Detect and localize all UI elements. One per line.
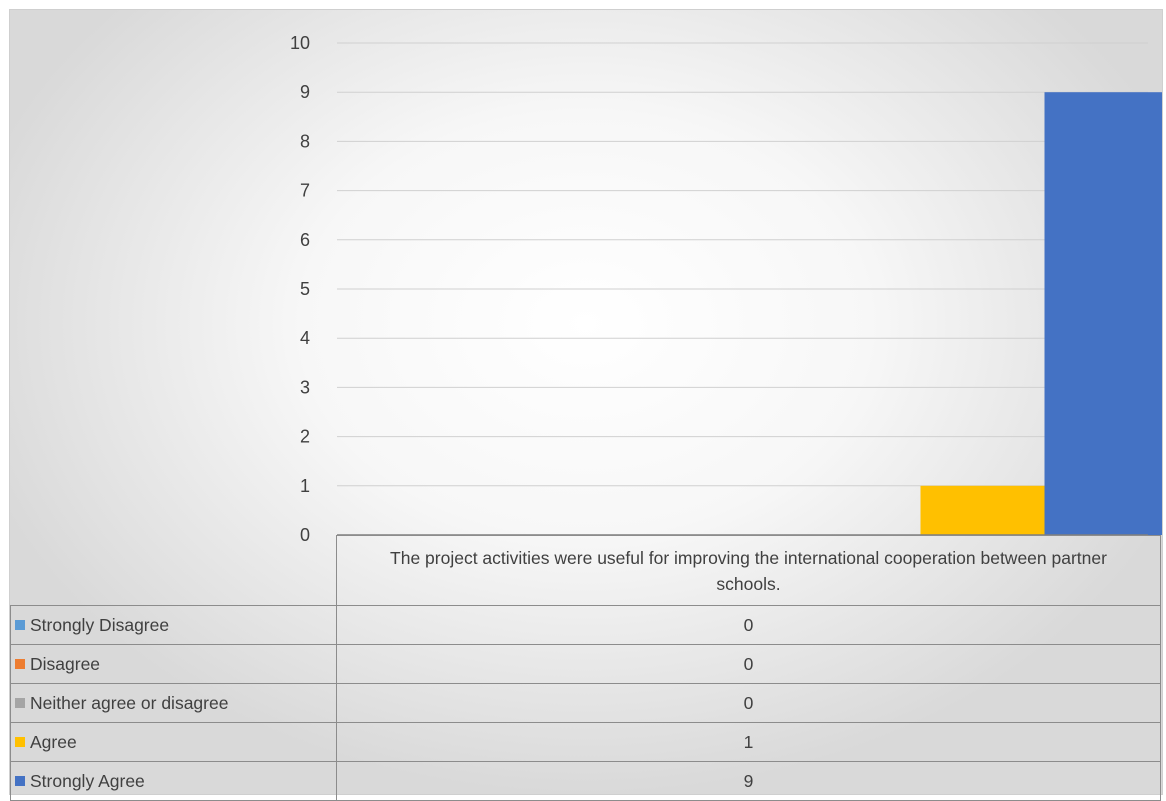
bar-agree (920, 485, 1045, 535)
legend-swatch (15, 659, 25, 669)
y-tick-label: 5 (300, 279, 310, 299)
y-tick-label: 4 (300, 328, 310, 348)
y-tick-label: 6 (300, 230, 310, 250)
category-label: The project activities were useful for i… (336, 535, 1161, 606)
y-tick-label: 0 (300, 525, 310, 545)
legend-entry: Strongly Agree (10, 761, 337, 801)
y-tick-label: 3 (300, 377, 310, 397)
legend-swatch (15, 776, 25, 786)
y-tick-label: 1 (300, 476, 310, 496)
legend-entry: Strongly Disagree (10, 605, 337, 645)
y-tick-label: 7 (300, 181, 310, 201)
y-tick-label: 9 (300, 82, 310, 102)
legend-label: Disagree (30, 653, 101, 674)
legend-label: Strongly Agree (30, 770, 145, 791)
legend-label: Strongly Disagree (30, 614, 170, 635)
legend-label: Neither agree or disagree (30, 692, 229, 713)
table-value: 0 (336, 683, 1161, 723)
legend-swatch (15, 698, 25, 708)
legend-label: Agree (30, 731, 77, 752)
table-value: 9 (336, 761, 1161, 801)
y-tick-label: 8 (300, 131, 310, 151)
chart-area: 0 1 2 3 4 5 6 7 8 9 10 The project activities were… (9, 9, 1163, 801)
legend-entry: Neither agree or disagree (10, 683, 337, 723)
y-tick-label: 2 (300, 427, 310, 447)
legend-entry: Agree (10, 722, 337, 762)
table-value: 0 (336, 644, 1161, 684)
y-tick-label: 10 (290, 33, 310, 53)
legend-entry: Disagree (10, 644, 337, 684)
table-value: 1 (336, 722, 1161, 762)
legend-swatch (15, 737, 25, 747)
table-value: 0 (336, 605, 1161, 645)
bar-strongly-agree (1044, 92, 1162, 535)
legend-swatch (15, 620, 25, 630)
